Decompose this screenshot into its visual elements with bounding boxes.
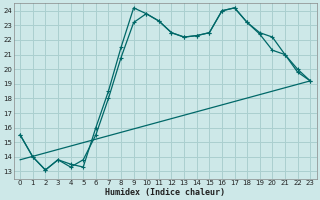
X-axis label: Humidex (Indice chaleur): Humidex (Indice chaleur) xyxy=(105,188,225,197)
